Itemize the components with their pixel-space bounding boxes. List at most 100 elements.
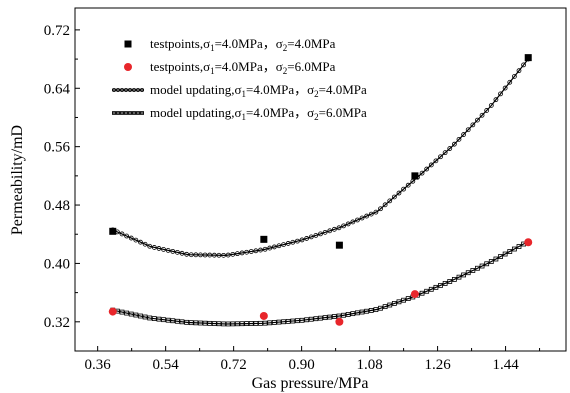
curve-marker (433, 284, 439, 290)
curve-marker (405, 182, 411, 188)
legend-label-part: 1 (210, 43, 215, 53)
curve-marker (304, 317, 310, 323)
legend-marker (128, 111, 132, 115)
curve-marker (419, 170, 425, 176)
curve-marker (230, 251, 236, 257)
curve-marker (299, 237, 305, 243)
curve-marker (142, 314, 148, 320)
test-point-circle (524, 238, 533, 247)
test-point-circle (108, 307, 117, 316)
curve-marker (438, 154, 443, 160)
y-tick-label: 0.72 (44, 23, 70, 39)
curve-marker (308, 234, 314, 240)
curve-marker (479, 112, 485, 118)
curve-marker (271, 244, 277, 250)
curve-marker (493, 97, 499, 103)
curve-marker (170, 318, 176, 324)
legend-label-part: 1 (210, 66, 215, 76)
curve-marker (511, 74, 517, 79)
curve-marker (433, 158, 439, 164)
legend-marker (124, 40, 132, 48)
curve-marker (239, 321, 245, 327)
legend-label-part: testpoints,σ (150, 36, 210, 51)
curve-marker (456, 274, 462, 280)
curve-marker (355, 217, 360, 223)
curve-marker (511, 246, 517, 252)
curve-marker (281, 319, 286, 325)
model-curves (110, 56, 531, 327)
curve-marker (331, 226, 337, 232)
curve-marker (447, 279, 453, 284)
curve-marker (442, 150, 448, 156)
plot-area (74, 7, 567, 352)
legend-label-part: 1 (242, 89, 247, 99)
test-point-circle (259, 311, 268, 320)
test-point-square (335, 241, 343, 249)
curve-marker (521, 62, 527, 68)
legend-label-part: =4.0MPa (287, 36, 335, 51)
x-tick-label: 0.90 (288, 357, 314, 373)
curve-marker (308, 316, 314, 322)
curve-marker (147, 243, 153, 249)
curve-marker (244, 321, 250, 327)
legend-marker (124, 88, 129, 93)
x-axis: 0.36 0.54 0.72 0.90 1.08 1.26 1.44 (85, 346, 541, 373)
curve-marker (119, 231, 125, 237)
curve-marker (318, 315, 323, 321)
curve-marker (378, 206, 383, 212)
legend-marker (127, 88, 132, 93)
legend-item: model updating,σ1=4.0MPa，σ2=4.0MPa (112, 82, 367, 99)
curve-marker (345, 221, 351, 227)
legend-label-part: model updating,σ (150, 105, 242, 120)
curve-marker (276, 319, 282, 325)
curve-marker (368, 211, 374, 217)
legend-marker (124, 63, 132, 71)
legend-marker (135, 88, 140, 93)
legend-marker (124, 111, 128, 115)
test-point-circle (410, 290, 419, 299)
curve-marker (382, 202, 388, 208)
legend-label-part: model updating,σ (150, 82, 242, 97)
y-tick-label: 0.56 (44, 140, 71, 156)
y-tick-label: 0.40 (44, 256, 70, 272)
curve-marker (124, 233, 130, 239)
legend-marker (112, 111, 116, 115)
curve-marker (304, 236, 310, 241)
curve-marker (290, 318, 296, 324)
curve-marker (322, 229, 328, 235)
curve-marker (327, 228, 333, 234)
legend-marker (139, 88, 144, 93)
curve-marker (475, 265, 480, 271)
y-tick-label: 0.48 (44, 198, 70, 214)
curve-marker (124, 310, 130, 316)
curve-marker (424, 288, 430, 294)
legend-marker (116, 88, 121, 93)
legend-marker (136, 111, 140, 115)
curve-marker (133, 312, 139, 318)
curve-marker (401, 186, 406, 192)
legend-label-part: =6.0MPa (319, 105, 367, 120)
y-tick-label: 0.64 (44, 81, 71, 97)
legend-marker (120, 111, 124, 115)
curve-marker (341, 312, 346, 318)
curve-marker (428, 162, 434, 168)
curve-marker (488, 103, 494, 108)
curve-marker (262, 246, 268, 252)
legend-label: testpoints,σ1=4.0MPa，σ2=4.0MPa (150, 36, 336, 53)
legend-label-part: 2 (314, 112, 319, 122)
legend-marker (120, 88, 125, 93)
curve-marker (156, 246, 162, 251)
legend-marker (140, 111, 144, 115)
curve-marker (119, 309, 125, 315)
curve-marker (387, 302, 393, 308)
legend-label-part: 2 (283, 43, 288, 53)
curve-marker (267, 245, 273, 251)
curve-marker (207, 252, 213, 258)
curve-marker (216, 321, 222, 327)
curve-marker (359, 309, 365, 315)
curve-marker (447, 146, 453, 151)
curve-marker (465, 127, 471, 133)
x-tick-label: 0.72 (221, 357, 247, 373)
test-point-square (109, 227, 117, 235)
curve-marker (161, 317, 166, 323)
